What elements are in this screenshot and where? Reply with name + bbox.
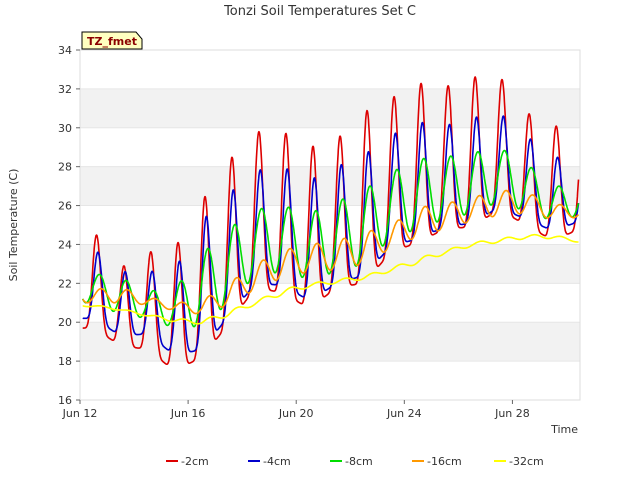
y-axis-label: Soil Temperature (C) (7, 169, 20, 282)
x-axis: Jun 12 Jun 16 Jun 20 Jun 24 Jun 28 (62, 400, 530, 420)
site-badge-box (81, 31, 143, 50)
series-line-minus-4cm (82, 115, 580, 353)
x-tick-label: Jun 12 (62, 407, 98, 420)
series-line-minus-32cm (82, 233, 579, 325)
y-tick-label: 28 (58, 161, 72, 174)
x-tick-label: Jun 24 (386, 407, 422, 420)
grid-band (80, 166, 580, 206)
x-tick-label: Jun 20 (278, 407, 314, 420)
x-tick-label: Jun 28 (494, 407, 530, 420)
legend-label: -32cm (509, 455, 544, 468)
y-tick-label: 26 (58, 200, 72, 213)
grid-band (80, 244, 580, 284)
chart-title: Tonzi Soil Temperatures Set C (223, 4, 416, 19)
y-axis: 16 18 20 22 24 26 28 30 32 34 (58, 44, 80, 407)
series-line-minus-16cm (82, 189, 580, 315)
series-line-minus-8cm (81, 149, 580, 328)
legend-label: -8cm (345, 455, 373, 468)
y-tick-label: 32 (58, 83, 72, 96)
y-tick-label: 24 (58, 238, 72, 251)
legend-label: -16cm (427, 455, 462, 468)
y-tick-label: 34 (58, 44, 72, 57)
site-label: TZ_fmet (87, 35, 137, 48)
legend: -2cm -4cm -8cm -16cm -32cm (166, 455, 544, 468)
y-tick-label: 20 (58, 316, 72, 329)
grid-band (80, 88, 580, 128)
series-lines (81, 76, 580, 365)
grid-band (80, 322, 580, 362)
y-tick-label: 18 (58, 355, 72, 368)
y-tick-label: 22 (58, 277, 72, 290)
site-badge: TZ_fmet (81, 31, 143, 50)
x-tick-label: Jun 16 (170, 407, 206, 420)
y-tick-label: 16 (58, 394, 72, 407)
legend-label: -4cm (263, 455, 291, 468)
legend-label: -2cm (181, 455, 209, 468)
plot-border (79, 49, 581, 401)
y-tick-label: 30 (58, 122, 72, 135)
x-axis-label: Time (550, 423, 578, 436)
